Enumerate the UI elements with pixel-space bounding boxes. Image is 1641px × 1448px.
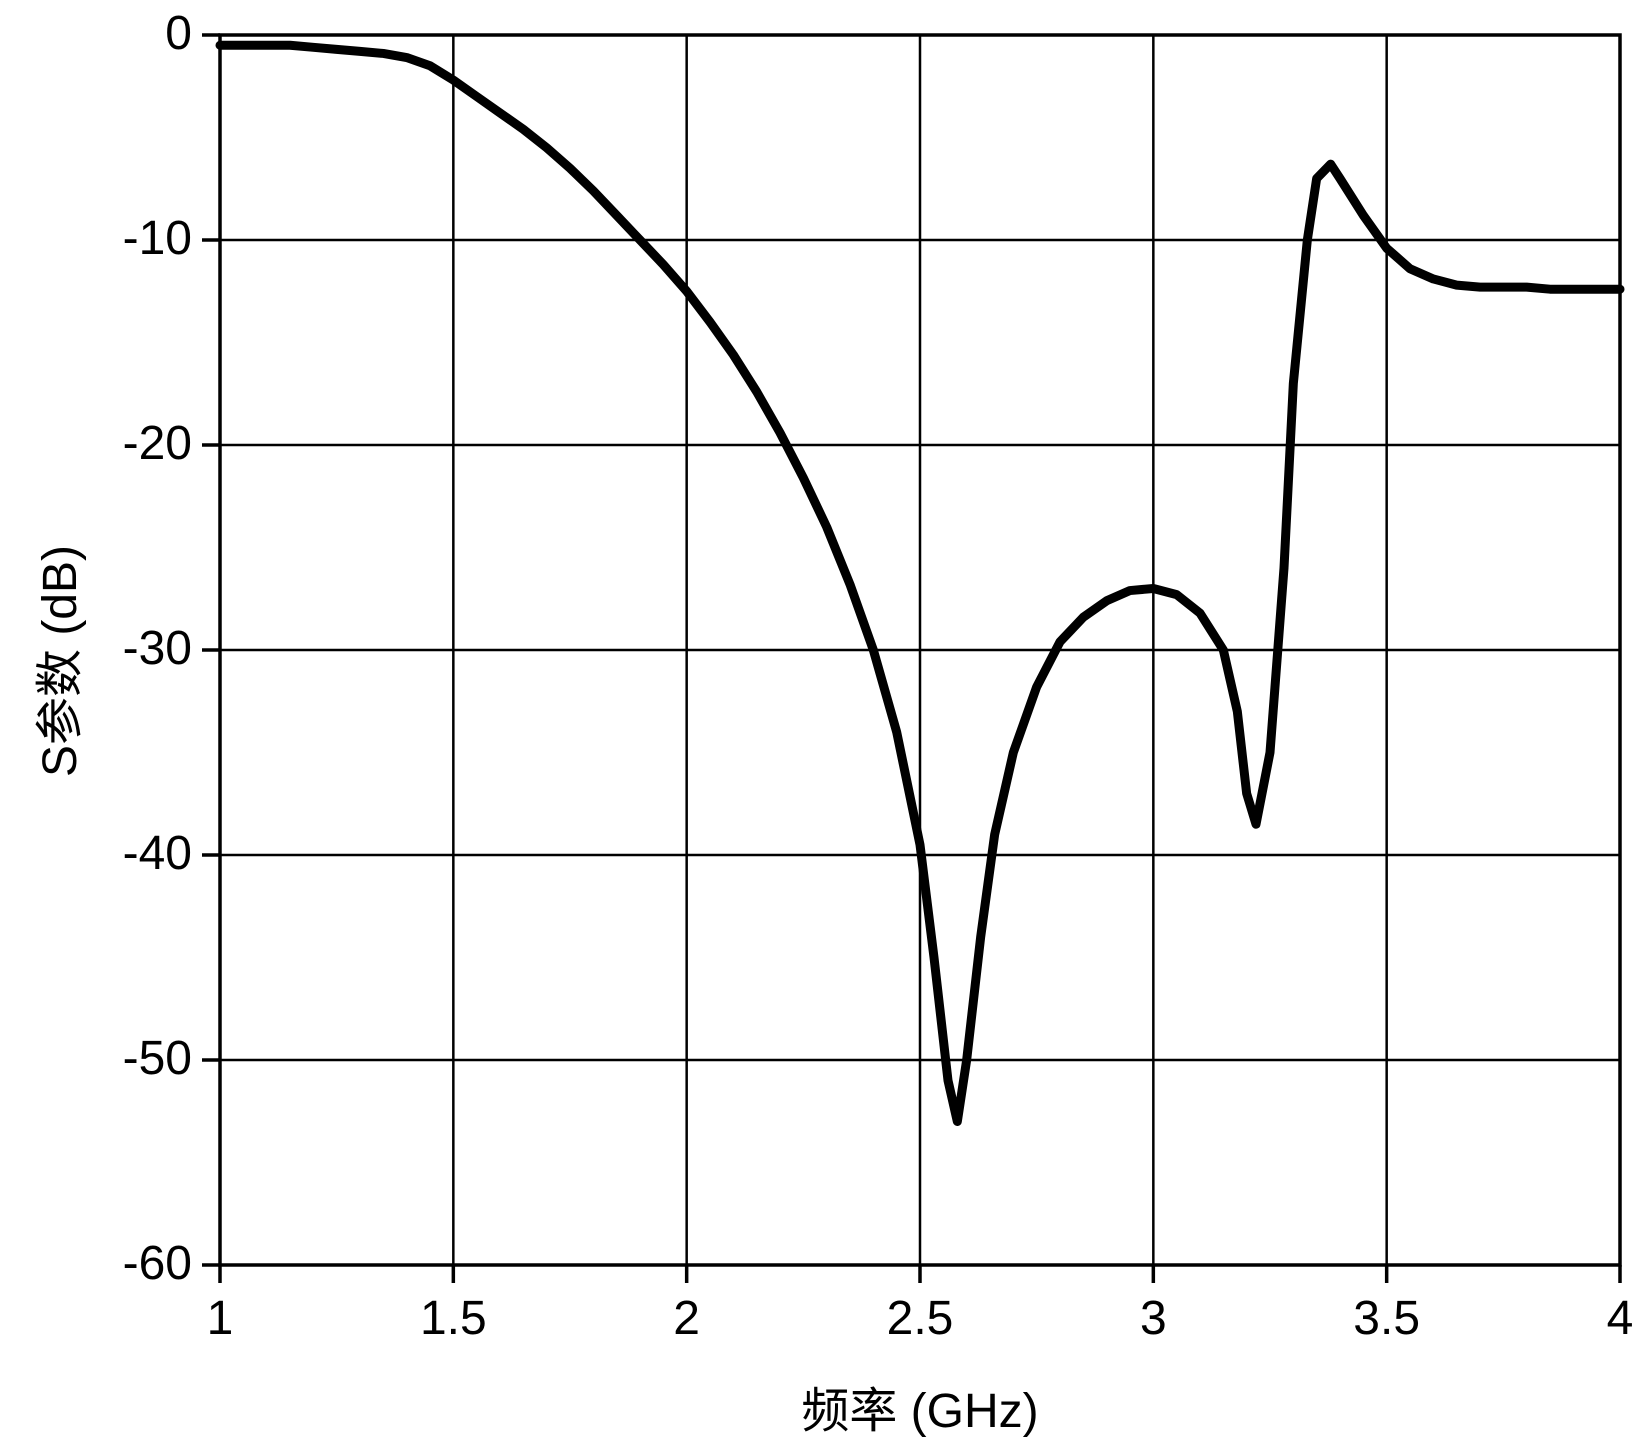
y-axis-label: S参数 (dB) (20, 541, 90, 781)
x-tick-label: 1 (160, 1291, 280, 1346)
x-axis-label: 频率 (GHz) (770, 1371, 1070, 1441)
x-tick-label: 4 (1560, 1291, 1641, 1346)
y-tick-label: -60 (72, 1236, 192, 1291)
plot-svg (0, 0, 1641, 1448)
y-tick-label: 0 (72, 6, 192, 61)
s-parameter-chart: 0 -10 -20 -30 -40 -50 -60 1 1.5 2 2.5 3 3.5 4 S参数 (d… (0, 0, 1641, 1448)
y-tick-label: -10 (72, 211, 192, 266)
y-tick-label: -20 (72, 416, 192, 471)
y-tick-label: -30 (72, 621, 192, 676)
x-tick-label: 3.5 (1327, 1291, 1447, 1346)
x-tick-label: 1.5 (393, 1291, 513, 1346)
x-tick-label: 2 (627, 1291, 747, 1346)
x-tick-label: 2.5 (860, 1291, 980, 1346)
x-tick-label: 3 (1093, 1291, 1213, 1346)
y-tick-label: -40 (72, 826, 192, 881)
y-tick-label: -50 (72, 1031, 192, 1086)
